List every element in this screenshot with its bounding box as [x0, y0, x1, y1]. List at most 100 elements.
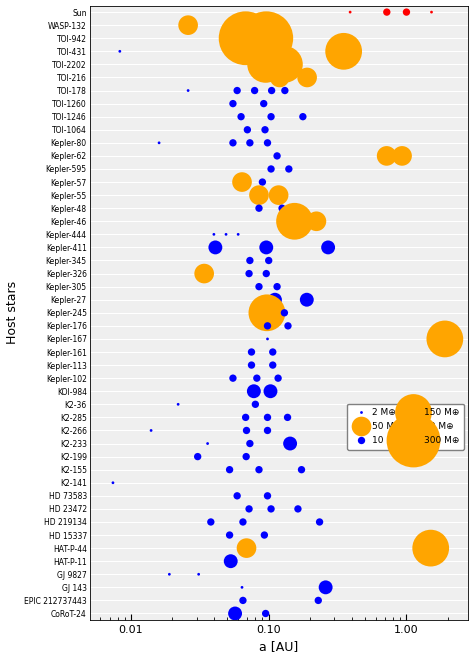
- Point: [261, 530, 268, 540]
- Point: [264, 490, 271, 501]
- Point: [291, 216, 298, 227]
- Point: [195, 569, 202, 579]
- Point: [201, 268, 208, 279]
- Point: [271, 295, 279, 305]
- Point: [322, 582, 329, 592]
- Point: [298, 465, 305, 475]
- Point: [250, 386, 258, 397]
- Point: [275, 190, 283, 200]
- Point: [210, 229, 218, 240]
- Point: [340, 46, 347, 57]
- Point: [238, 177, 246, 187]
- Point: [233, 85, 241, 96]
- Point: [263, 308, 271, 318]
- Point: [242, 412, 249, 422]
- Point: [260, 98, 267, 109]
- Point: [264, 138, 271, 148]
- Point: [155, 138, 163, 148]
- Point: [273, 151, 281, 161]
- Point: [441, 333, 449, 344]
- Point: [243, 425, 250, 436]
- Point: [227, 556, 235, 567]
- Legend: 2 M⊕, 50 M⊕, 10 M⊕, 150 M⊕, 30 M⊕, 300 M⊕: 2 M⊕, 50 M⊕, 10 M⊕, 150 M⊕, 30 M⊕, 300 M…: [347, 404, 464, 449]
- Point: [264, 412, 271, 422]
- Point: [229, 98, 237, 109]
- Point: [284, 320, 292, 331]
- Point: [234, 229, 242, 240]
- Point: [267, 163, 275, 174]
- Point: [237, 111, 245, 122]
- Point: [226, 530, 233, 540]
- Point: [264, 333, 271, 344]
- Point: [273, 281, 281, 292]
- Point: [261, 125, 269, 135]
- Point: [243, 543, 250, 554]
- Point: [398, 151, 406, 161]
- Point: [174, 399, 182, 410]
- Point: [226, 465, 233, 475]
- Point: [284, 412, 292, 422]
- Point: [238, 582, 246, 592]
- Point: [184, 85, 192, 96]
- Point: [303, 295, 310, 305]
- Point: [281, 59, 288, 70]
- Point: [255, 203, 263, 214]
- Point: [281, 308, 288, 318]
- Y-axis label: Host stars: Host stars: [6, 281, 18, 345]
- Point: [263, 268, 270, 279]
- Point: [303, 72, 311, 83]
- Point: [262, 59, 269, 70]
- Point: [294, 503, 302, 514]
- Point: [264, 320, 271, 331]
- Point: [263, 242, 270, 252]
- Point: [346, 7, 354, 17]
- Point: [231, 608, 239, 619]
- Point: [269, 360, 276, 370]
- Point: [383, 7, 391, 17]
- Point: [313, 216, 320, 227]
- Point: [229, 373, 237, 384]
- Point: [255, 465, 263, 475]
- Point: [428, 7, 435, 17]
- Point: [248, 347, 255, 357]
- Point: [281, 85, 289, 96]
- Point: [267, 503, 275, 514]
- Point: [207, 517, 215, 527]
- Point: [252, 399, 259, 410]
- Point: [265, 255, 273, 266]
- Point: [383, 151, 391, 161]
- Point: [255, 190, 263, 200]
- Point: [239, 595, 247, 606]
- Point: [274, 373, 282, 384]
- Point: [251, 85, 258, 96]
- Point: [229, 138, 237, 148]
- Point: [259, 177, 266, 187]
- Point: [116, 46, 124, 57]
- X-axis label: a [AU]: a [AU]: [259, 641, 299, 654]
- Point: [239, 517, 247, 527]
- Point: [314, 595, 322, 606]
- Point: [278, 203, 286, 214]
- Point: [246, 255, 254, 266]
- Point: [165, 569, 173, 579]
- Point: [248, 360, 255, 370]
- Point: [253, 373, 261, 384]
- Point: [403, 7, 410, 17]
- Point: [276, 72, 283, 83]
- Point: [204, 438, 211, 449]
- Point: [245, 503, 253, 514]
- Point: [109, 478, 117, 488]
- Point: [245, 268, 253, 279]
- Point: [244, 125, 251, 135]
- Point: [267, 386, 274, 397]
- Point: [184, 20, 192, 30]
- Point: [324, 242, 332, 252]
- Point: [427, 543, 435, 554]
- Point: [263, 33, 270, 43]
- Point: [285, 163, 292, 174]
- Point: [242, 451, 250, 462]
- Point: [264, 425, 271, 436]
- Point: [233, 490, 241, 501]
- Point: [316, 517, 323, 527]
- Point: [242, 33, 249, 43]
